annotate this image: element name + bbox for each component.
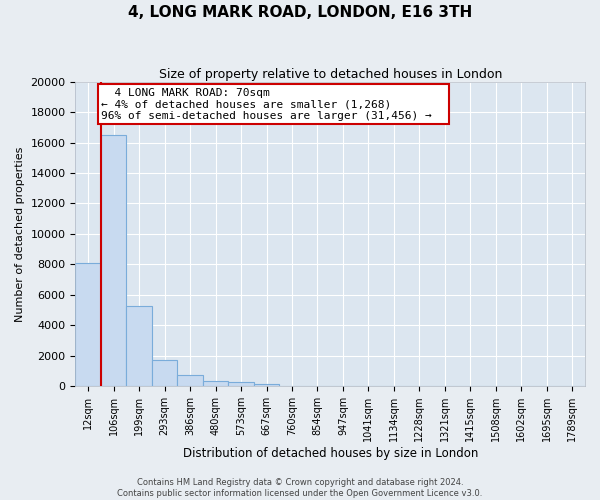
Bar [203, 381, 228, 386]
Bar [76, 263, 101, 386]
Title: Size of property relative to detached houses in London: Size of property relative to detached ho… [158, 68, 502, 80]
Bar [152, 360, 178, 386]
Bar [127, 306, 152, 386]
Bar [254, 384, 279, 386]
Text: 4 LONG MARK ROAD: 70sqm
← 4% of detached houses are smaller (1,268)
96% of semi-: 4 LONG MARK ROAD: 70sqm ← 4% of detached… [101, 88, 446, 121]
Bar [228, 382, 254, 386]
X-axis label: Distribution of detached houses by size in London: Distribution of detached houses by size … [182, 447, 478, 460]
Y-axis label: Number of detached properties: Number of detached properties [15, 146, 25, 322]
Text: 4, LONG MARK ROAD, LONDON, E16 3TH: 4, LONG MARK ROAD, LONDON, E16 3TH [128, 5, 472, 20]
Bar [101, 135, 127, 386]
Text: Contains HM Land Registry data © Crown copyright and database right 2024.
Contai: Contains HM Land Registry data © Crown c… [118, 478, 482, 498]
Bar [178, 375, 203, 386]
